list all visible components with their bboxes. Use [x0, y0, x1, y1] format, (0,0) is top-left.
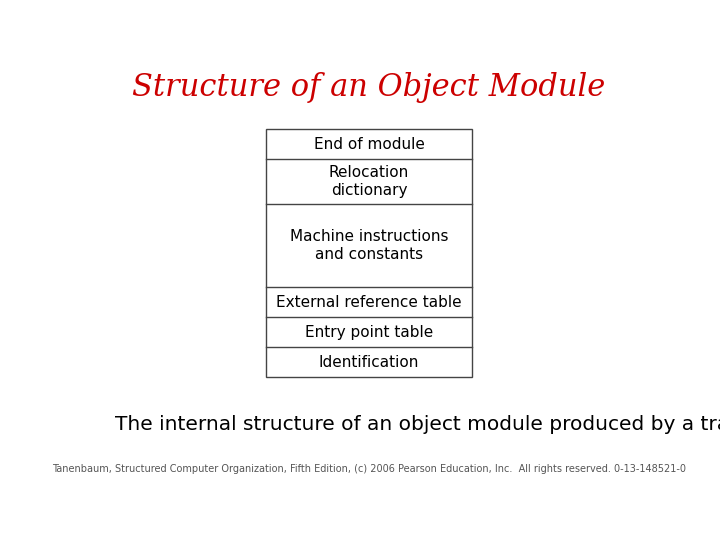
- Text: External reference table: External reference table: [276, 295, 462, 310]
- Text: The internal structure of an object module produced by a translator.: The internal structure of an object modu…: [115, 415, 720, 434]
- Text: Structure of an Object Module: Structure of an Object Module: [132, 72, 606, 103]
- Text: Machine instructions
and constants: Machine instructions and constants: [289, 230, 449, 262]
- Text: Identification: Identification: [319, 355, 419, 369]
- Text: Relocation
dictionary: Relocation dictionary: [329, 165, 409, 198]
- Bar: [266, 129, 472, 377]
- Text: Entry point table: Entry point table: [305, 325, 433, 340]
- Text: End of module: End of module: [314, 137, 424, 152]
- Text: Tanenbaum, Structured Computer Organization, Fifth Edition, (c) 2006 Pearson Edu: Tanenbaum, Structured Computer Organizat…: [52, 464, 686, 474]
